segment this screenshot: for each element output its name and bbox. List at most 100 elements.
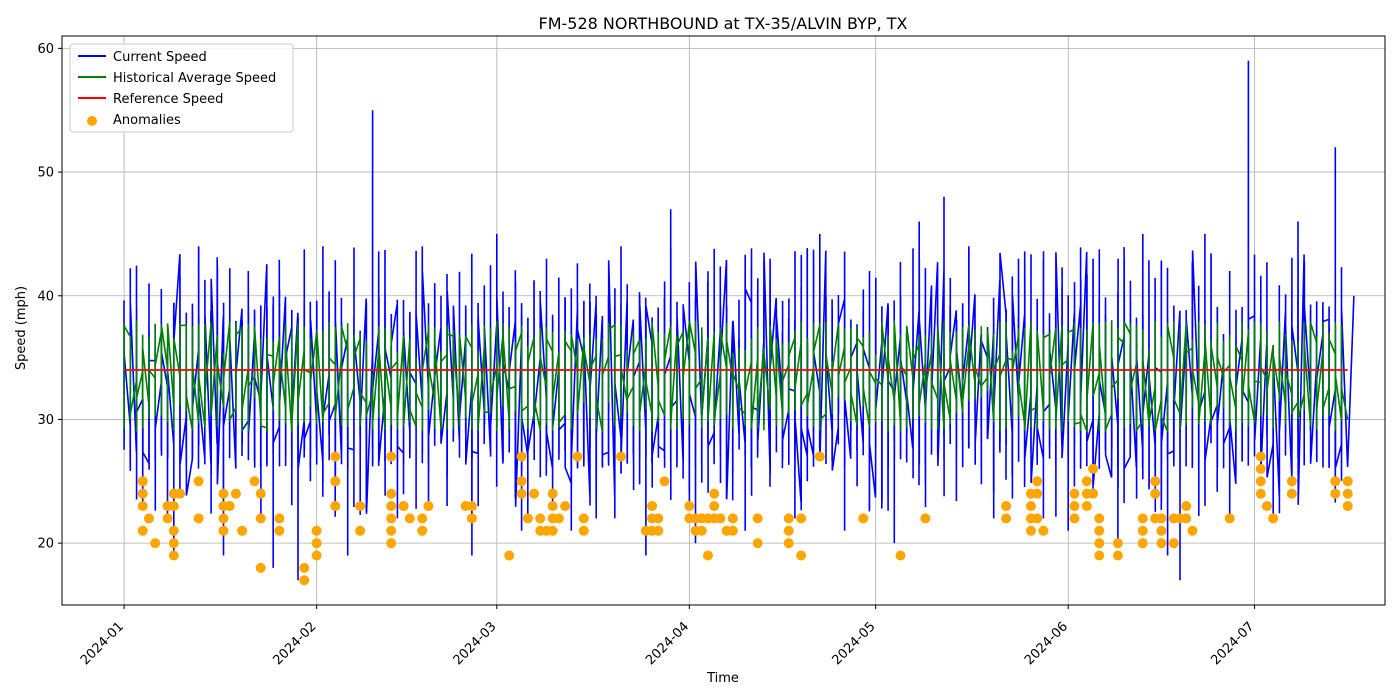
anomaly-point — [1137, 538, 1148, 549]
x-tick-label: 2024-03 — [451, 619, 500, 668]
anomaly-point — [1156, 513, 1167, 524]
anomaly-point — [218, 513, 229, 524]
anomaly-point — [1156, 538, 1167, 549]
anomaly-point — [274, 525, 285, 536]
anomaly-point — [168, 538, 179, 549]
anomaly-point — [814, 451, 825, 462]
anomaly-point — [168, 501, 179, 512]
anomaly-point — [1187, 525, 1198, 536]
y-axis-label: Speed (mph) — [14, 286, 29, 370]
anomaly-point — [1094, 525, 1105, 536]
anomaly-point — [616, 451, 627, 462]
historical-average-line — [123, 320, 1349, 434]
anomaly-point — [255, 488, 266, 499]
anomaly-point — [1181, 513, 1192, 524]
anomaly-point — [783, 513, 794, 524]
anomaly-point — [230, 488, 241, 499]
chart-title: FM-528 NORTHBOUND at TX-35/ALVIN BYP, TX — [539, 14, 908, 33]
anomaly-point — [218, 488, 229, 499]
anomaly-point — [386, 513, 397, 524]
anomaly-point — [1255, 451, 1266, 462]
x-tick-label: 2024-07 — [1208, 619, 1257, 668]
anomaly-point — [516, 451, 527, 462]
current-speed-line — [123, 60, 1355, 581]
anomaly-point — [752, 538, 763, 549]
anomaly-point — [175, 488, 186, 499]
anomaly-point — [727, 525, 738, 536]
anomaly-point — [150, 538, 161, 549]
anomaly-point — [1137, 525, 1148, 536]
anomaly-point — [299, 562, 310, 573]
anomaly-point — [168, 525, 179, 536]
anomaly-point — [504, 550, 515, 561]
anomaly-point — [796, 550, 807, 561]
anomaly-point — [1032, 476, 1043, 487]
anomaly-point — [1001, 513, 1012, 524]
anomaly-point — [1094, 550, 1105, 561]
anomaly-point — [1038, 525, 1049, 536]
anomaly-point — [423, 501, 434, 512]
anomaly-point — [696, 525, 707, 536]
anomaly-point — [516, 488, 527, 499]
anomaly-point — [1032, 488, 1043, 499]
x-tick-label: 2024-06 — [1022, 619, 1071, 668]
anomaly-point — [330, 476, 341, 487]
anomaly-point — [1088, 488, 1099, 499]
anomaly-point — [1069, 488, 1080, 499]
anomaly-point — [1150, 488, 1161, 499]
anomaly-point — [1255, 463, 1266, 474]
anomaly-point — [143, 513, 154, 524]
legend-swatch-marker — [87, 116, 97, 126]
y-tick-label: 60 — [37, 42, 54, 57]
anomaly-point — [578, 525, 589, 536]
legend-box — [69, 43, 294, 133]
anomaly-point — [330, 451, 341, 462]
anomaly-point — [578, 513, 589, 524]
anomaly-point — [1025, 501, 1036, 512]
anomaly-point — [1069, 501, 1080, 512]
anomaly-point — [709, 501, 720, 512]
anomaly-point — [398, 501, 409, 512]
anomaly-point — [752, 513, 763, 524]
anomaly-point — [355, 501, 366, 512]
anomaly-point — [137, 476, 148, 487]
anomaly-point — [553, 513, 564, 524]
anomaly-point — [1081, 476, 1092, 487]
anomaly-point — [274, 513, 285, 524]
anomaly-point — [1112, 550, 1123, 561]
y-tick-label: 40 — [37, 289, 54, 304]
anomaly-point — [535, 513, 546, 524]
plot-area — [123, 60, 1355, 586]
x-tick-label: 2024-02 — [270, 619, 319, 668]
anomaly-point — [1286, 476, 1297, 487]
anomaly-point — [162, 513, 173, 524]
anomaly-point — [522, 513, 533, 524]
anomaly-point — [1261, 501, 1272, 512]
anomaly-point — [920, 513, 931, 524]
anomaly-point — [137, 525, 148, 536]
anomaly-point — [858, 513, 869, 524]
anomaly-point — [417, 525, 428, 536]
anomaly-point — [560, 501, 571, 512]
anomaly-point — [1150, 476, 1161, 487]
anomaly-point — [1342, 501, 1353, 512]
anomaly-point — [255, 562, 266, 573]
anomaly-point — [1255, 488, 1266, 499]
anomaly-point — [311, 538, 322, 549]
anomaly-point — [529, 488, 540, 499]
anomaly-point — [330, 501, 341, 512]
y-tick-label: 20 — [37, 537, 54, 552]
anomaly-point — [1255, 476, 1266, 487]
anomaly-point — [137, 488, 148, 499]
anomaly-point — [727, 513, 738, 524]
anomaly-point — [1112, 538, 1123, 549]
x-tick-label: 2024-05 — [829, 619, 878, 668]
anomaly-point — [311, 525, 322, 536]
legend-label: Reference Speed — [113, 92, 223, 107]
x-axis-label: Time — [706, 671, 739, 686]
anomaly-point — [1181, 501, 1192, 512]
anomaly-point — [659, 476, 670, 487]
anomaly-point — [168, 550, 179, 561]
plot-frame — [61, 35, 1386, 606]
